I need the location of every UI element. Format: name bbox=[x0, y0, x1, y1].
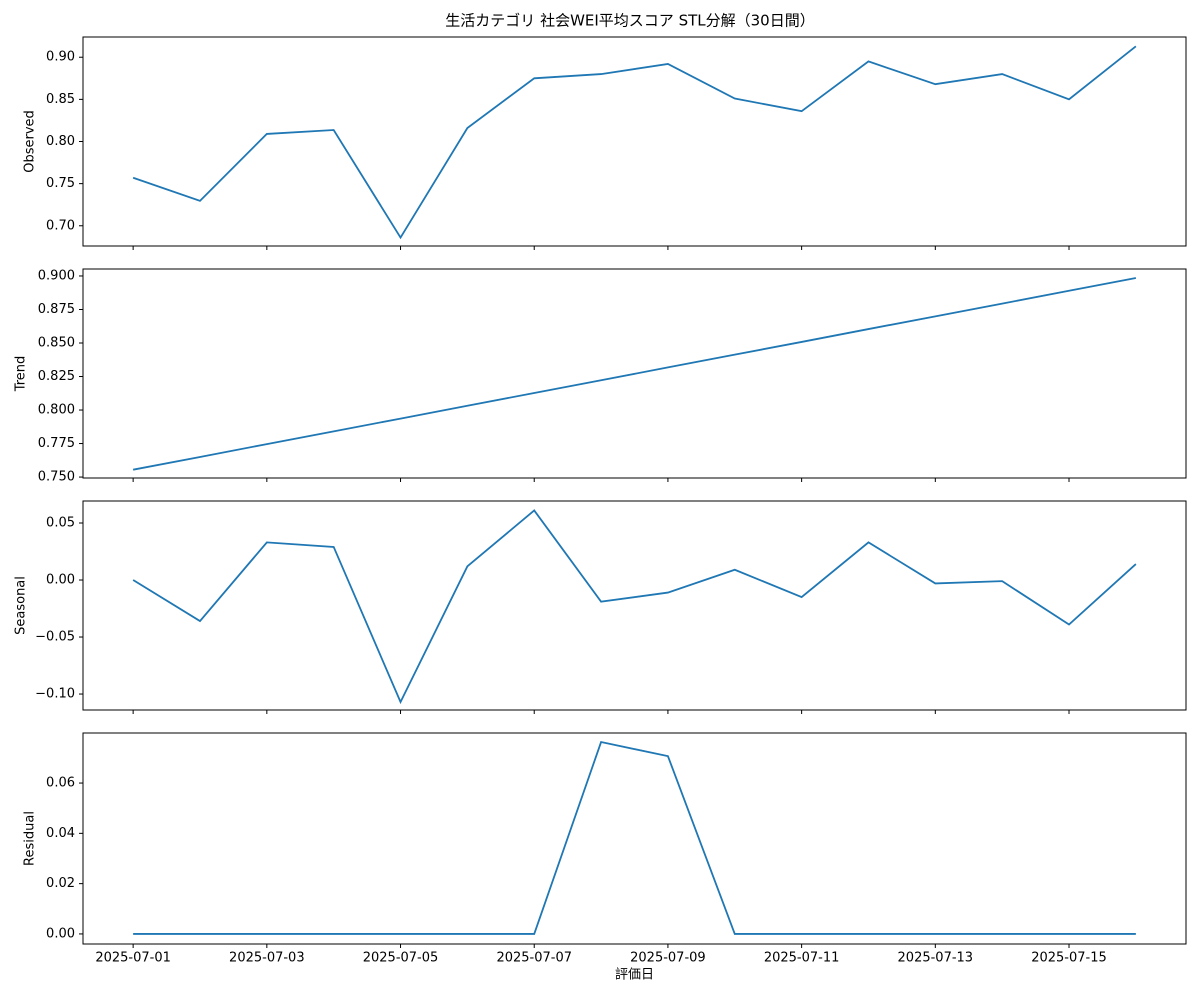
y-tick-label: −0.05 bbox=[35, 630, 75, 645]
data-line bbox=[132, 45, 1137, 240]
y-axis-label: Observed bbox=[23, 110, 38, 173]
data-line bbox=[133, 741, 1136, 935]
y-tick-label: 0.04 bbox=[46, 826, 75, 841]
x-tick-label: 2025-07-15 bbox=[1031, 951, 1107, 966]
y-axis-label: Trend bbox=[14, 356, 29, 393]
y-tick-label: 0.850 bbox=[38, 336, 75, 351]
y-tick-label: 0.75 bbox=[46, 176, 75, 191]
y-tick-label: 0.00 bbox=[46, 926, 75, 941]
y-axis-label: Seasonal bbox=[14, 576, 29, 635]
plot-frame bbox=[82, 732, 1187, 945]
x-tick-label: 2025-07-05 bbox=[363, 951, 439, 966]
data-line bbox=[132, 509, 1137, 705]
y-tick-label: 0.800 bbox=[38, 403, 75, 418]
plot-frame bbox=[82, 268, 1187, 479]
data-line bbox=[132, 277, 1137, 471]
y-tick-label: 0.80 bbox=[46, 134, 75, 149]
y-tick-label: 0.875 bbox=[38, 302, 75, 317]
y-tick-label: 0.02 bbox=[46, 876, 75, 891]
x-tick-label: 2025-07-11 bbox=[764, 951, 840, 966]
y-tick-label: 0.825 bbox=[38, 369, 75, 384]
x-tick-label: 2025-07-07 bbox=[496, 951, 572, 966]
y-tick-label: 0.90 bbox=[46, 50, 75, 65]
y-tick-label: 0.900 bbox=[38, 268, 75, 283]
y-tick-label: 0.85 bbox=[46, 92, 75, 107]
plot-frame bbox=[82, 500, 1187, 711]
y-tick-label: −0.10 bbox=[35, 687, 75, 702]
chart-title: 生活カテゴリ 社会WEI平均スコア STL分解（30日間） bbox=[445, 12, 814, 30]
x-tick-label: 2025-07-01 bbox=[95, 951, 171, 966]
x-tick-label: 2025-07-13 bbox=[898, 951, 974, 966]
y-tick-label: 0.00 bbox=[46, 573, 75, 588]
y-tick-label: 0.06 bbox=[46, 776, 75, 791]
x-axis-label: 評価日 bbox=[615, 968, 654, 983]
y-tick-label: 0.750 bbox=[38, 470, 75, 485]
x-tick-label: 2025-07-03 bbox=[229, 951, 305, 966]
y-axis-label: Residual bbox=[23, 811, 38, 866]
y-tick-label: 0.775 bbox=[38, 436, 75, 451]
y-tick-label: 0.70 bbox=[46, 218, 75, 233]
y-tick-label: 0.05 bbox=[46, 516, 75, 531]
x-tick-label: 2025-07-09 bbox=[630, 951, 706, 966]
